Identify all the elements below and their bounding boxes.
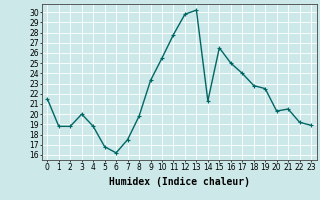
X-axis label: Humidex (Indice chaleur): Humidex (Indice chaleur) <box>109 177 250 187</box>
